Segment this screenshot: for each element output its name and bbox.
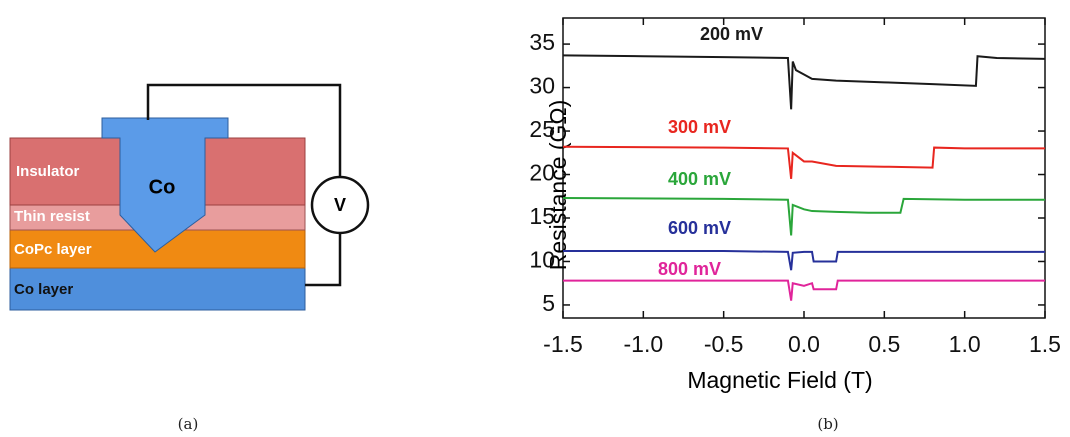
insulator-right [205, 138, 305, 205]
y-tick-label: 15 [529, 203, 555, 229]
figure: Insulator Co Thin resist CoPc layer Co l… [0, 0, 1070, 437]
y-tick-label: 10 [529, 247, 555, 273]
x-tick-label: -0.5 [704, 331, 744, 357]
series-label: 800 mV [658, 259, 721, 279]
x-tick-label: -1.5 [543, 331, 583, 357]
x-tick-label: 0.0 [788, 331, 820, 357]
label: Thin resist [14, 208, 90, 225]
plot-frame [563, 18, 1045, 318]
label: Co [149, 176, 176, 198]
device-diagram: Insulator Co Thin resist CoPc layer Co l… [10, 85, 368, 433]
series-label: 200 mV [700, 24, 763, 44]
y-tick-label: 30 [529, 73, 555, 99]
series-line [563, 198, 1045, 235]
y-tick-label: 25 [529, 116, 555, 142]
caption: (b) [817, 415, 838, 433]
series-label: 400 mV [668, 169, 731, 189]
x-tick-label: 1.0 [949, 331, 981, 357]
chart: Magnetic Field (T) Resistance (GΩ) (b) -… [529, 18, 1061, 433]
caption: (a) [178, 415, 199, 433]
series-line [563, 147, 1045, 179]
x-tick-label: 0.5 [868, 331, 900, 357]
series-label: 600 mV [668, 218, 731, 238]
label: V [334, 195, 346, 215]
y-tick-label: 5 [542, 290, 555, 316]
label: Co layer [14, 281, 73, 298]
y-tick-label: 20 [529, 160, 555, 186]
series-line [563, 251, 1045, 270]
series-label: 300 mV [668, 117, 731, 137]
series-line [563, 281, 1045, 301]
x-axis-label: Magnetic Field (T) [687, 367, 872, 393]
x-tick-label: -1.0 [624, 331, 664, 357]
series-line [563, 55, 1045, 109]
label: Insulator [16, 163, 80, 180]
label: CoPc layer [14, 241, 92, 258]
x-tick-label: 1.5 [1029, 331, 1061, 357]
y-tick-label: 35 [529, 29, 555, 55]
